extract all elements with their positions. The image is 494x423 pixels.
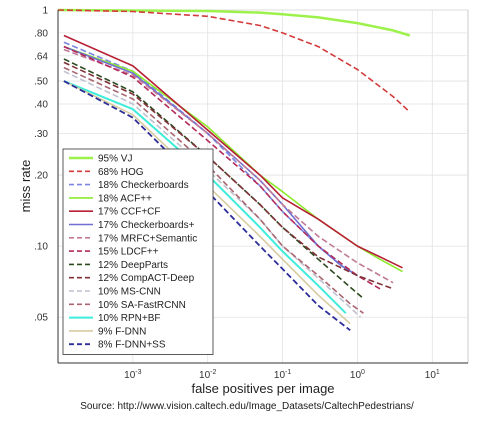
x-tick-label: 10-3	[124, 369, 141, 381]
series-line-2	[57, 9, 411, 113]
series-line-4	[63, 45, 403, 273]
series-line-12	[63, 66, 364, 314]
legend-label: 10% RPN+BF	[98, 313, 161, 324]
x-tick-label: 101	[425, 369, 440, 381]
y-tick-label: .20	[34, 171, 48, 182]
series-line-11	[63, 70, 362, 318]
legend-label: 12% DeepParts	[98, 260, 168, 271]
legend: 95% VJ 68% HOG 18% Checkerboards 18% ACF++ 1…	[62, 148, 214, 355]
y-tick-label: .50	[34, 77, 48, 88]
y-tick-label: .30	[34, 129, 48, 140]
y-tick-label: .05	[34, 313, 48, 324]
legend-label: 18% Checkerboards	[98, 180, 189, 191]
y-tick-label: 1	[42, 6, 48, 17]
y-tick-label: .80	[34, 28, 48, 39]
series-line-13	[63, 80, 347, 314]
x-axis-label: false positives per image	[191, 381, 334, 396]
axes: 10-3 10-2 10-1 100 101 .05 .10 .20 .30 .40 .50 .64.…	[34, 6, 468, 381]
series-line-10	[63, 61, 394, 290]
x-tick-label: 10-2	[199, 369, 216, 381]
series-line-15	[63, 80, 351, 332]
legend-label: 95% VJ	[98, 154, 132, 165]
legend-label: 12% CompACT-Deep	[98, 273, 195, 284]
y-tick-label: .64	[34, 51, 48, 62]
legend-label: 10% MS-CNN	[98, 287, 161, 298]
legend-label: 9% F-DNN	[98, 326, 146, 337]
legend-label: 8% F-DNN+SS	[98, 340, 166, 351]
legend-label: 18% ACF++	[98, 193, 152, 204]
series-lines	[57, 8, 411, 332]
series-line-8	[63, 45, 381, 290]
series-line-1	[57, 8, 411, 37]
legend-label: 68% HOG	[98, 167, 144, 178]
x-tick-label: 100	[350, 369, 365, 381]
x-tick-label: 10-1	[274, 369, 291, 381]
legend-label: 15% LDCF++	[98, 247, 159, 258]
legend-label: 17% MRFC+Semantic	[98, 233, 197, 244]
series-line-14	[63, 80, 351, 325]
legend-label: 17% CCF+CF	[98, 207, 161, 218]
series-line-5	[63, 34, 403, 269]
series-line-7	[63, 48, 394, 284]
miss-rate-chart: 10-3 10-2 10-1 100 101 .05 .10 .20 .30 .40 .50 .64.…	[18, 6, 469, 396]
y-tick-label: .10	[34, 242, 48, 253]
series-line-9	[63, 58, 364, 300]
y-tick-label: .40	[34, 99, 48, 110]
legend-label: 17% Checkerboards+	[98, 220, 195, 231]
legend-label: 10% SA-FastRCNN	[98, 300, 186, 311]
source-caption: Source: http://www.vision.caltech.edu/Im…	[80, 401, 414, 412]
y-axis-label: miss rate	[18, 160, 33, 213]
